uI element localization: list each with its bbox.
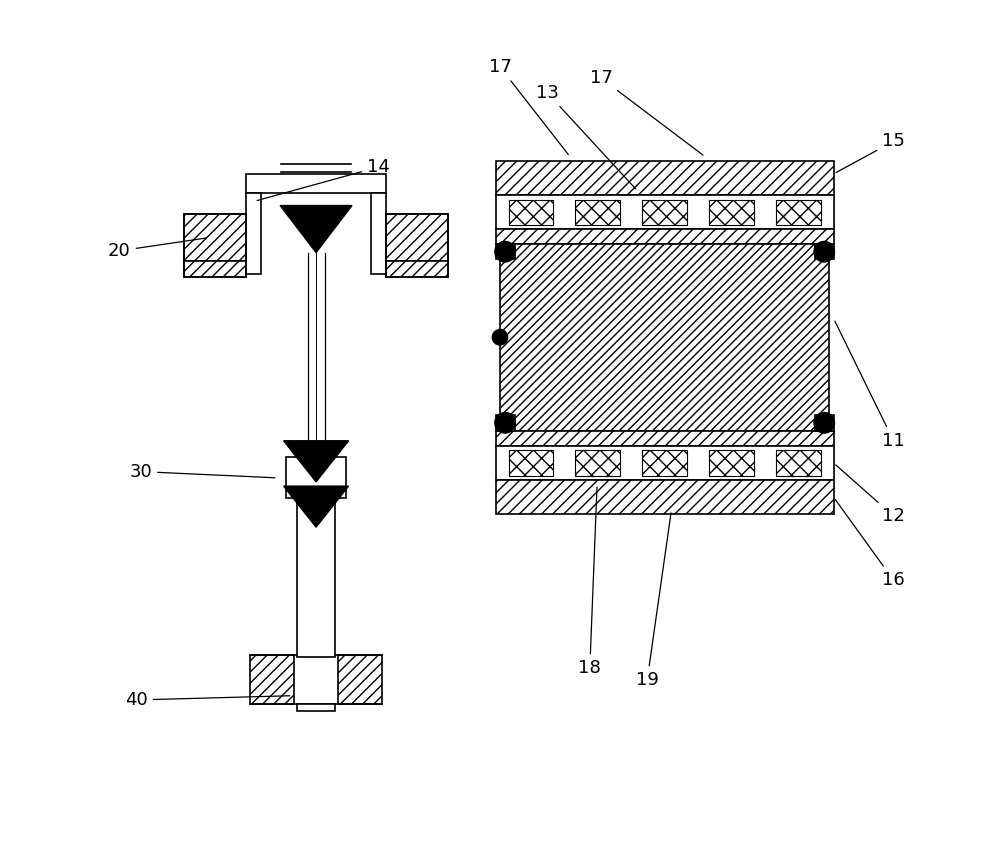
Bar	[496, 480, 834, 514]
Bar	[184, 214, 246, 261]
Circle shape	[814, 412, 834, 433]
Text: 40: 40	[125, 691, 290, 709]
Bar	[297, 499, 335, 657]
Bar	[575, 200, 620, 226]
Bar	[250, 654, 294, 704]
Text: 30: 30	[129, 462, 275, 480]
Bar	[297, 704, 335, 711]
Bar	[496, 244, 515, 259]
Text: 14: 14	[257, 158, 390, 201]
Bar	[496, 230, 834, 244]
Polygon shape	[280, 206, 352, 252]
Text: 16: 16	[835, 499, 905, 589]
Bar	[184, 261, 246, 276]
Text: 19: 19	[636, 513, 671, 690]
Bar	[815, 244, 834, 259]
Text: 18: 18	[578, 487, 601, 678]
Bar	[386, 214, 448, 261]
Bar	[642, 450, 687, 476]
Bar	[286, 457, 346, 499]
Text: 20: 20	[108, 238, 206, 260]
Bar	[509, 450, 553, 476]
Bar	[575, 450, 620, 476]
Circle shape	[814, 241, 834, 262]
Polygon shape	[284, 441, 349, 482]
Bar	[509, 200, 553, 226]
Text: 12: 12	[836, 465, 905, 525]
Bar	[496, 195, 834, 230]
Circle shape	[495, 241, 515, 262]
Bar	[500, 244, 829, 430]
Circle shape	[492, 330, 508, 345]
Bar	[709, 200, 754, 226]
Bar	[246, 174, 386, 193]
Circle shape	[495, 412, 515, 433]
Text: 15: 15	[836, 133, 905, 172]
Polygon shape	[284, 486, 349, 527]
Bar	[496, 430, 834, 446]
Text: 13: 13	[536, 84, 636, 189]
Bar	[386, 214, 448, 276]
Bar	[709, 450, 754, 476]
Bar	[496, 446, 834, 480]
Bar	[642, 200, 687, 226]
Bar	[815, 415, 834, 430]
Bar	[496, 415, 515, 430]
Bar	[338, 654, 382, 704]
Bar	[776, 450, 821, 476]
Text: 17: 17	[590, 69, 703, 155]
Bar	[776, 200, 821, 226]
Bar	[184, 214, 246, 276]
Text: 17: 17	[489, 58, 568, 155]
Bar	[386, 261, 448, 276]
Bar	[246, 193, 261, 274]
Bar	[496, 161, 834, 195]
Text: 11: 11	[835, 321, 905, 449]
Bar	[371, 193, 386, 274]
